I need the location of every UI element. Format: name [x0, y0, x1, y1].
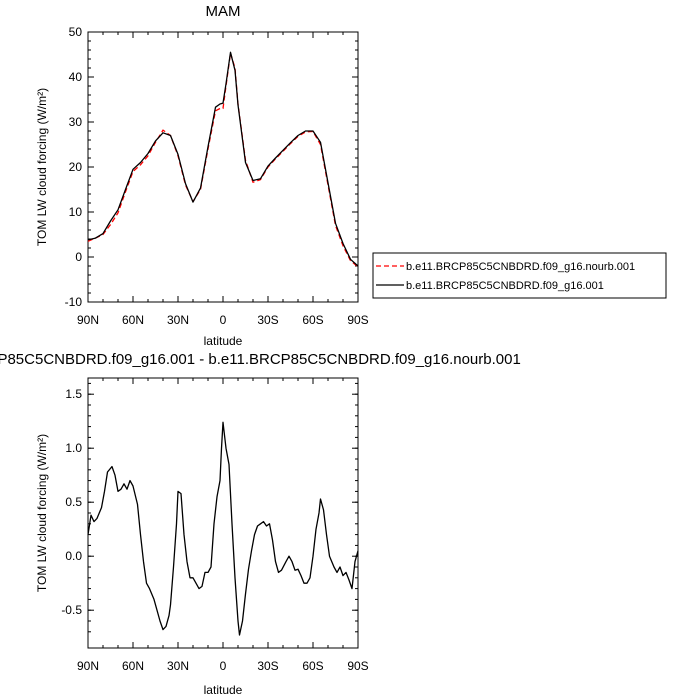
bottom-x-tick-label: 30S: [257, 659, 278, 673]
top-y-tick-label: 30: [69, 115, 83, 129]
bottom-plot-frame: [87, 377, 359, 649]
top-series-line-0: [87, 52, 359, 268]
top-y-tick-label: 50: [69, 25, 83, 39]
bottom-series-line-0: [87, 421, 359, 636]
bottom-y-tick-label: 0.5: [65, 495, 82, 509]
top-x-axis-label: latitude: [204, 334, 243, 348]
top-y-tick-label: 0: [75, 250, 82, 264]
top-y-axis-label: TOM LW cloud forcing (W/m²): [35, 88, 49, 246]
top-panel: MAM 90N 60N 30N 0 30S 60S 90S -10 0 10 20 30 40 50 la…: [35, 3, 667, 348]
top-y-tick-label: -10: [65, 295, 83, 309]
legend: b.e11.BRCP85C5CNBDRD.f09_g16.nourb.001 b…: [372, 252, 667, 299]
bottom-x-axis-label: latitude: [204, 683, 243, 697]
top-ticks: 90N 60N 30N 0 30S 60S 90S -10 0 10 20 30 40 50: [65, 25, 369, 327]
bottom-y-axis-label: TOM LW cloud forcing (W/m²): [35, 434, 49, 592]
top-x-tick-label: 0: [220, 313, 227, 327]
top-y-tick-label: 20: [69, 160, 83, 174]
bottom-panel: b.e11.BRCP85C5CNBDRD.f09_g16.001 - b.e11…: [0, 351, 521, 697]
bottom-y-tick-label: 0.0: [65, 549, 82, 563]
top-x-tick-label: 30S: [257, 313, 278, 327]
bottom-x-tick-label: 60S: [302, 659, 323, 673]
bottom-series: [87, 421, 359, 636]
legend-label-control: b.e11.BRCP85C5CNBDRD.f09_g16.001: [406, 280, 604, 292]
bottom-x-tick-label: 60N: [122, 659, 144, 673]
top-plot-frame: [87, 31, 359, 303]
top-y-tick-label: 10: [69, 205, 83, 219]
top-y-tick-label: 40: [69, 70, 83, 84]
top-x-tick-label: 90N: [77, 313, 99, 327]
bottom-y-tick-label: 1.5: [65, 387, 82, 401]
legend-box: [372, 252, 667, 299]
top-x-tick-label: 90S: [347, 313, 368, 327]
top-x-tick-label: 60S: [302, 313, 323, 327]
bottom-title: b.e11.BRCP85C5CNBDRD.f09_g16.001 - b.e11…: [0, 351, 521, 368]
bottom-x-tick-label: 90S: [347, 659, 368, 673]
bottom-x-tick-label: 30N: [167, 659, 189, 673]
bottom-x-tick-label: 90N: [77, 659, 99, 673]
bottom-ticks: 90N 60N 30N 0 30S 60S 90S -0.5 0.0 0.5 1.0 1.5: [61, 378, 369, 673]
top-series: [87, 51, 359, 268]
bottom-y-tick-label: 1.0: [65, 441, 82, 455]
bottom-x-tick-label: 0: [220, 659, 227, 673]
top-x-tick-label: 60N: [122, 313, 144, 327]
legend-label-nourb: b.e11.BRCP85C5CNBDRD.f09_g16.nourb.001: [406, 261, 635, 273]
top-title: MAM: [206, 3, 241, 20]
bottom-y-tick-label: -0.5: [61, 603, 82, 617]
top-series-line-1: [87, 51, 359, 267]
top-x-tick-label: 30N: [167, 313, 189, 327]
